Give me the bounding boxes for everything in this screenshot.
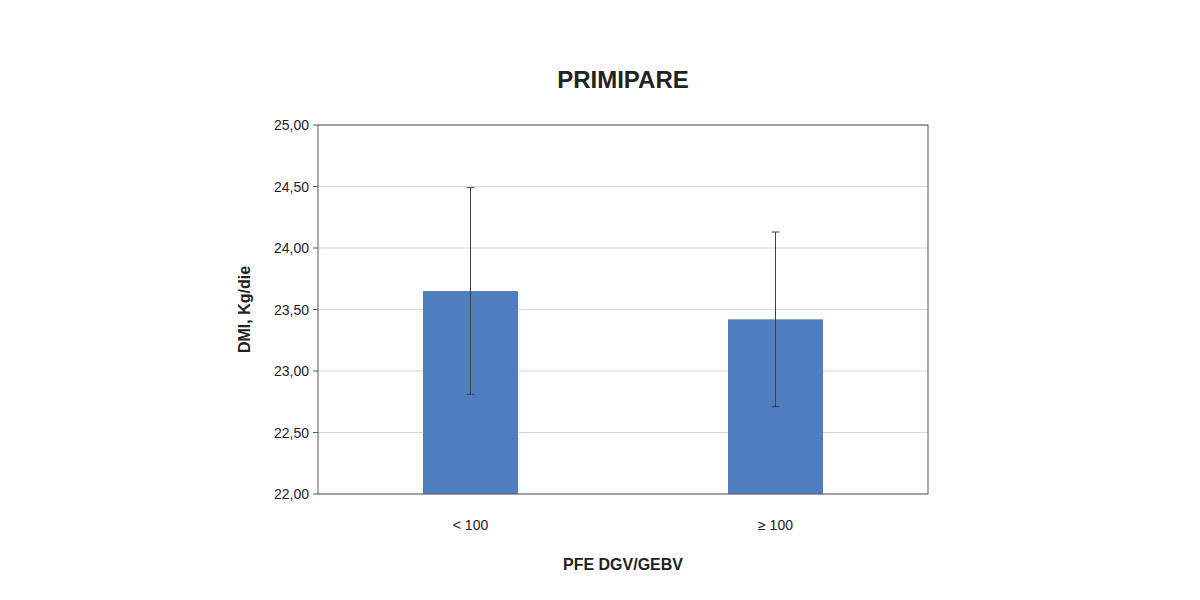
y-tick — [313, 309, 318, 310]
title: PRIMIPARE — [557, 66, 689, 93]
y-tick-label: 24,00 — [274, 240, 309, 256]
y-tick — [313, 494, 318, 495]
y-tick-label: 22,00 — [274, 486, 309, 502]
error-cap — [772, 232, 780, 233]
y-tick-label: 23,50 — [274, 302, 309, 318]
grid-line — [318, 371, 928, 372]
y-tick-label: 24,50 — [274, 179, 309, 195]
error-cap — [467, 394, 475, 395]
y-tick — [313, 186, 318, 187]
y-tick — [313, 248, 318, 249]
error-stem — [775, 232, 776, 407]
plot-frame — [318, 125, 928, 494]
grid-line — [318, 309, 928, 310]
error-bar — [467, 188, 475, 395]
x-tick-label: < 100 — [453, 517, 489, 533]
error-bar — [772, 232, 780, 407]
grid-line — [318, 248, 928, 249]
x-axis-title: PFE DGV/GEBV — [563, 556, 683, 573]
y-tick — [313, 371, 318, 372]
error-cap — [467, 187, 475, 188]
chart-svg: PRIMIPARE 22,00 22,50 23,00 23,50 24,00 24,50 2… — [0, 0, 1200, 600]
y-tick-label: 25,00 — [274, 117, 309, 133]
grid — [318, 125, 928, 494]
chart-container: PRIMIPARE 22,00 22,50 23,00 23,50 24,00 24,50 2… — [0, 0, 1200, 600]
y-tick-label: 23,00 — [274, 363, 309, 379]
y-axis-title: DMI, Kg/die — [236, 266, 253, 353]
error-cap — [772, 406, 780, 407]
plot-area — [423, 188, 823, 494]
y-tick — [313, 432, 318, 433]
y-tick-label: 22,50 — [274, 425, 309, 441]
y-tick — [313, 125, 318, 126]
error-stem — [470, 188, 471, 395]
grid-line — [318, 432, 928, 433]
x-tick-label: ≥ 100 — [758, 517, 793, 533]
grid-line — [318, 186, 928, 187]
